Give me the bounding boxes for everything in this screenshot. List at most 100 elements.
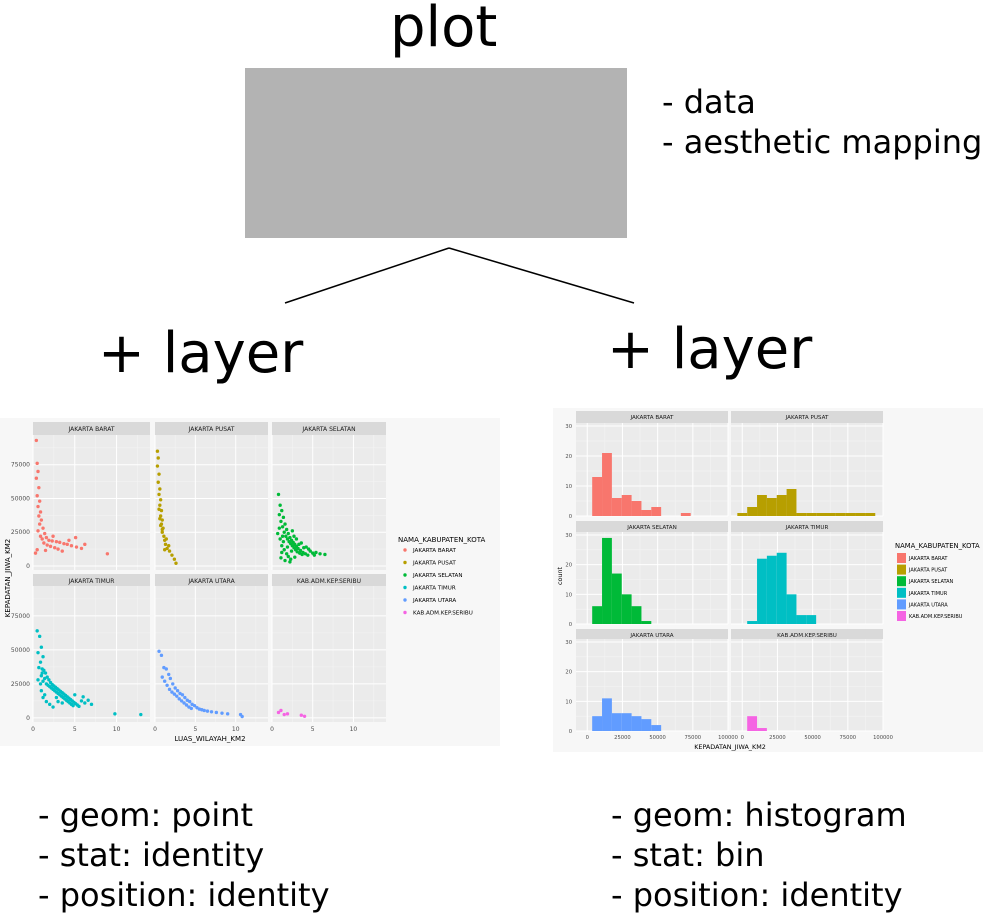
- facet-panel: [155, 435, 268, 570]
- facet-jakarta-pusat: JAKARTA PUSAT: [731, 411, 884, 517]
- facet-strip: [731, 629, 883, 639]
- data-point: [53, 546, 57, 550]
- histogram-bar: [757, 728, 767, 731]
- legend-label: KAB.ADM.KEP.SERIBU: [413, 611, 473, 617]
- data-point: [42, 541, 46, 545]
- data-point: [306, 547, 311, 551]
- data-point: [38, 682, 43, 686]
- data-point: [302, 714, 307, 718]
- histogram-bar: [602, 453, 612, 516]
- x-tick-label: 100000: [873, 735, 893, 741]
- right-stat: - stat: bin: [611, 836, 765, 874]
- data-point: [83, 701, 87, 705]
- data-point: [34, 476, 39, 480]
- x-tick-label: 5: [193, 726, 197, 733]
- histogram-bar: [641, 510, 652, 516]
- data-point: [38, 534, 43, 538]
- data-point: [50, 539, 54, 543]
- plot-property-data: - data: [662, 83, 756, 121]
- histogram-bar: [776, 552, 787, 624]
- data-point: [60, 701, 64, 705]
- data-point: [302, 546, 306, 550]
- data-point: [79, 546, 84, 551]
- data-point: [318, 552, 322, 556]
- data-point: [41, 655, 45, 659]
- legend-key: [403, 585, 407, 590]
- y-tick-label: 10: [565, 699, 572, 705]
- facet-strip: [155, 422, 268, 435]
- data-point: [39, 518, 44, 522]
- data-point: [167, 687, 172, 692]
- facet-strip-label: JAKARTA TIMUR: [68, 578, 115, 585]
- data-point: [167, 549, 172, 553]
- right-geom: - geom: histogram: [611, 796, 907, 834]
- data-point: [36, 678, 40, 682]
- histogram-bar: [621, 713, 632, 731]
- facet-jakarta-barat: JAKARTA BARAT: [32, 422, 150, 570]
- legend-label: JAKARTA PUSAT: [908, 568, 948, 574]
- data-point: [36, 650, 40, 655]
- left-geom: - geom: point: [38, 796, 254, 834]
- data-point: [209, 710, 214, 714]
- histogram-bar: [621, 594, 632, 624]
- facet-jakarta-utara: JAKARTA UTARA: [154, 574, 268, 722]
- data-point: [73, 535, 78, 540]
- facet-strip-label: JAKARTA UTARA: [187, 578, 235, 585]
- data-point: [56, 547, 60, 551]
- histogram-bar: [611, 573, 622, 624]
- x-axis-title: KEPADATAN_JIWA_KM2: [694, 743, 766, 751]
- data-point: [36, 504, 40, 509]
- y-tick-label: 20: [565, 454, 572, 460]
- x-tick-label: 10: [113, 726, 121, 733]
- data-point: [36, 529, 40, 533]
- x-axis-title: LUAS_WILAYAH_KM2: [174, 735, 245, 743]
- plot-properties-list: - data - aesthetic mapping: [662, 82, 982, 162]
- histogram-bar: [641, 719, 652, 731]
- data-point: [34, 438, 39, 443]
- histogram-bar: [855, 513, 866, 516]
- data-point: [282, 548, 286, 552]
- data-point: [40, 537, 44, 541]
- facet-panel: [731, 423, 883, 516]
- data-point: [172, 692, 177, 696]
- data-point: [293, 555, 297, 559]
- data-point: [79, 699, 84, 703]
- data-point: [38, 510, 43, 514]
- data-point: [139, 712, 143, 717]
- histogram-facet-chart: JAKARTA BARAT 0 10 20 30 JAKARTA PUSAT JAKARTA…: [553, 408, 983, 752]
- data-point: [43, 676, 47, 681]
- facet-strip: [272, 574, 386, 586]
- data-point: [51, 534, 55, 538]
- data-point: [189, 706, 194, 711]
- data-point: [37, 522, 42, 526]
- plot-property-aesthetic-mapping: - aesthetic mapping: [662, 123, 983, 161]
- data-point: [158, 503, 162, 507]
- data-point: [278, 503, 282, 507]
- data-point: [60, 549, 64, 553]
- facet-strip: [576, 521, 728, 532]
- facet-panel: [33, 586, 150, 722]
- data-point: [277, 512, 282, 517]
- histogram-bar: [651, 725, 662, 731]
- data-point: [160, 675, 164, 679]
- histogram-bar: [737, 513, 748, 516]
- histogram-bar: [786, 489, 797, 516]
- legend-key: [897, 564, 906, 575]
- data-point: [58, 540, 62, 545]
- data-point: [281, 539, 286, 544]
- histogram-bar: [602, 537, 612, 624]
- data-point: [177, 697, 181, 701]
- x-tick-label: 0: [153, 726, 157, 733]
- x-tick-label: 0: [270, 726, 274, 733]
- data-point: [292, 534, 296, 538]
- facet-strip-label: JAKARTA BARAT: [67, 426, 114, 433]
- data-point: [183, 695, 187, 700]
- data-point: [202, 708, 206, 713]
- histogram-bar: [747, 621, 758, 624]
- data-point: [290, 529, 295, 533]
- histogram-bar: [806, 513, 817, 516]
- data-point: [163, 542, 168, 547]
- data-point: [158, 523, 163, 528]
- data-point: [36, 469, 40, 474]
- y-tick-label: 0: [26, 715, 30, 722]
